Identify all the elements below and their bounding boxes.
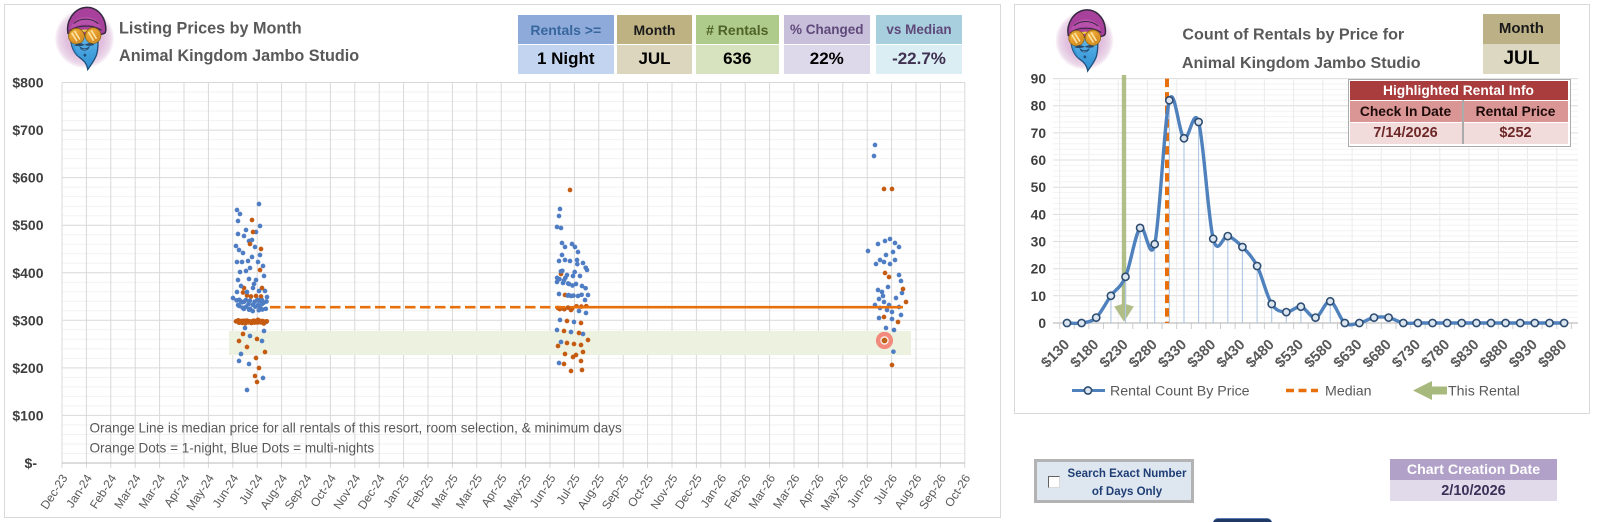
svg-text:20: 20 <box>1031 262 1047 277</box>
svg-text:Jun-26: Jun-26 <box>844 472 876 511</box>
svg-text:60: 60 <box>1031 153 1047 168</box>
svg-text:10: 10 <box>1031 289 1047 304</box>
svg-text:$480: $480 <box>1243 337 1278 372</box>
svg-text:$880: $880 <box>1477 337 1512 372</box>
svg-text:Animal Kingdom Jambo Studio: Animal Kingdom Jambo Studio <box>1182 54 1421 72</box>
svg-text:$500: $500 <box>12 217 43 233</box>
svg-text:$200: $200 <box>12 360 43 376</box>
svg-text:Rental Count By Price: Rental Count By Price <box>1110 384 1250 400</box>
svg-text:$700: $700 <box>12 122 43 138</box>
svg-text:Oct-26: Oct-26 <box>942 472 974 510</box>
svg-text:Listing Prices by Month: Listing Prices by Month <box>119 20 302 38</box>
svg-text:Jun-25: Jun-25 <box>527 472 559 511</box>
svg-text:$800: $800 <box>12 75 43 91</box>
svg-text:$180: $180 <box>1068 337 1103 372</box>
svg-text:Jun-24: Jun-24 <box>210 472 242 511</box>
svg-text:Animal Kingdom Jambo Studio: Animal Kingdom Jambo Studio <box>119 47 359 65</box>
svg-text:0: 0 <box>1038 316 1046 331</box>
svg-text:$380: $380 <box>1185 337 1220 372</box>
svg-text:Orange Line is median price fo: Orange Line is median price for all rent… <box>90 421 623 436</box>
svg-text:$980: $980 <box>1536 337 1571 372</box>
svg-text:$780: $780 <box>1419 337 1454 372</box>
svg-text:Dec-23: Dec-23 <box>38 472 71 512</box>
svg-text:70: 70 <box>1031 126 1047 141</box>
svg-text:30: 30 <box>1031 235 1047 250</box>
svg-text:$530: $530 <box>1272 337 1307 372</box>
svg-text:$430: $430 <box>1214 337 1249 372</box>
svg-text:$300: $300 <box>12 312 43 328</box>
svg-text:$830: $830 <box>1448 337 1483 372</box>
svg-text:40: 40 <box>1031 207 1047 222</box>
svg-text:This Rental: This Rental <box>1448 384 1520 400</box>
svg-text:$100: $100 <box>12 407 43 423</box>
svg-text:$930: $930 <box>1506 337 1541 372</box>
svg-text:$330: $330 <box>1156 337 1191 372</box>
svg-text:$130: $130 <box>1039 337 1074 372</box>
svg-text:80: 80 <box>1031 99 1047 114</box>
svg-text:$680: $680 <box>1360 337 1395 372</box>
svg-text:90: 90 <box>1031 72 1047 87</box>
svg-text:$-: $- <box>25 455 38 471</box>
svg-text:$400: $400 <box>12 265 43 281</box>
svg-text:$280: $280 <box>1126 337 1161 372</box>
svg-text:Count of Rentals by Price for: Count of Rentals by Price for <box>1182 26 1404 44</box>
svg-text:Median: Median <box>1325 384 1372 400</box>
svg-text:$630: $630 <box>1331 337 1366 372</box>
svg-text:$600: $600 <box>12 170 43 186</box>
svg-text:Orange Dots = 1-night, Blue Do: Orange Dots = 1-night, Blue Dots = multi… <box>90 441 375 456</box>
svg-text:$730: $730 <box>1389 337 1424 372</box>
svg-text:$580: $580 <box>1302 337 1337 372</box>
svg-text:50: 50 <box>1031 180 1047 195</box>
svg-text:$230: $230 <box>1097 337 1132 372</box>
